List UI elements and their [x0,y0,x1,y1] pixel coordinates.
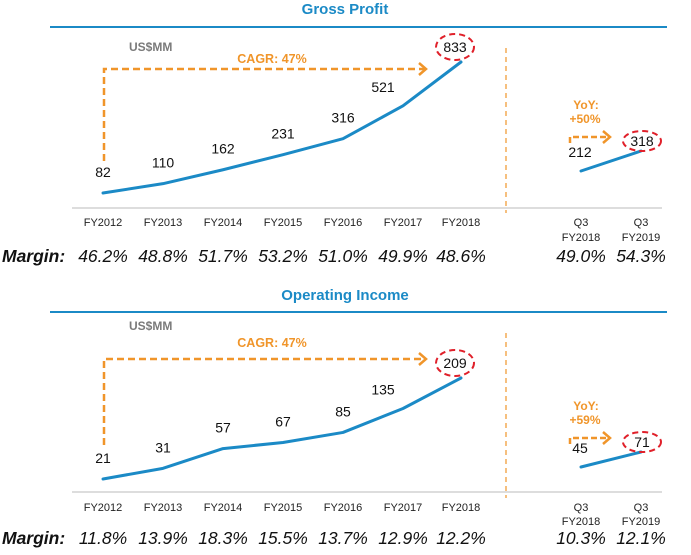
yoy-value: +50% [569,112,600,126]
margin-value: 12.2% [436,528,486,548]
x-tick-label: FY2017 [384,502,423,514]
unit-label: US$MM [129,319,172,333]
margin-value: 51.0% [318,246,368,266]
data-label: 45 [572,440,588,456]
x-tick-label: Q3 [634,502,649,514]
x-tick-label: FY2014 [204,502,243,514]
chart-title: Gross Profit [302,1,389,18]
data-label: 316 [331,110,355,126]
x-tick-label: Q3 [574,502,589,514]
data-label: 31 [155,439,171,455]
margin-value: 13.7% [318,528,368,548]
margin-value: 46.2% [78,246,128,266]
data-label: 67 [275,413,291,429]
x-tick-label: FY2013 [144,502,183,514]
data-label: 521 [371,79,395,95]
data-label: 110 [152,155,175,171]
quarterly-series-line [579,149,643,173]
data-label: 231 [271,126,295,142]
x-tick-label: FY2016 [324,502,363,514]
x-tick-label: Q3 [574,217,589,229]
margin-value: 49.9% [378,246,428,266]
x-tick-label: FY2014 [204,217,243,229]
margin-value: 49.0% [556,246,606,266]
margin-value: 18.3% [198,528,248,548]
yoy-arrowhead-icon [602,431,612,445]
data-label: 209 [443,355,467,371]
margin-value: 48.6% [436,246,486,266]
margin-value: 12.1% [616,528,666,548]
yoy-value: +59% [569,413,600,427]
yoy-label: YoY: [573,98,599,112]
highlight-ellipse [435,33,475,61]
x-tick-label: FY2015 [264,502,303,514]
x-tick-label: FY2015 [264,217,303,229]
x-tick-label: FY2013 [144,217,183,229]
margin-value: 10.3% [556,528,606,548]
cagr-arrowhead-icon [418,62,428,76]
annual-series-line [101,60,463,195]
margin-label: Margin: [2,246,65,266]
x-tick-label: FY2012 [84,217,123,229]
data-label: 212 [568,144,592,160]
x-tick-label: FY2019 [622,232,661,244]
x-tick-label: FY2012 [84,502,123,514]
data-label: 85 [335,403,351,419]
data-label: 135 [371,382,395,398]
quarterly-series-line [579,450,643,469]
yoy-label: YoY: [573,399,599,413]
x-tick-label: FY2018 [562,516,601,528]
yoy-arrow-line [568,135,608,143]
x-tick-label: FY2018 [442,502,481,514]
margin-value: 48.8% [138,246,188,266]
x-tick-label: FY2017 [384,217,423,229]
data-label: 833 [443,39,467,55]
margin-value: 11.8% [79,528,127,548]
cagr-label: CAGR: 47% [237,336,306,350]
cagr-arrow-line [102,357,425,445]
margin-value: 15.5% [258,528,308,548]
x-tick-label: FY2016 [324,217,363,229]
margin-value: 51.7% [198,246,248,266]
margin-label: Margin: [2,528,65,548]
data-label: 82 [95,164,111,180]
cagr-arrow-line [102,67,425,161]
data-label: 71 [634,434,650,450]
cagr-label: CAGR: 47% [237,52,306,66]
cagr-arrowhead-icon [418,352,428,366]
data-label: 318 [630,133,654,149]
data-label: 57 [215,420,231,436]
annual-series-line [101,376,463,481]
x-tick-label: Q3 [634,217,649,229]
highlight-ellipse [435,349,475,377]
data-label: 21 [95,450,111,466]
x-tick-label: FY2018 [562,232,601,244]
margin-value: 54.3% [616,246,666,266]
yoy-arrow-line [568,436,608,444]
highlight-ellipse [622,431,662,453]
data-label: 162 [211,141,235,157]
unit-label: US$MM [129,40,172,54]
margin-value: 13.9% [138,528,188,548]
yoy-arrowhead-icon [602,130,612,144]
x-tick-label: FY2018 [442,217,481,229]
x-tick-label: FY2019 [622,516,661,528]
highlight-ellipse [622,130,662,152]
margin-value: 53.2% [258,246,308,266]
chart-title: Operating Income [281,287,409,304]
margin-value: 12.9% [378,528,428,548]
